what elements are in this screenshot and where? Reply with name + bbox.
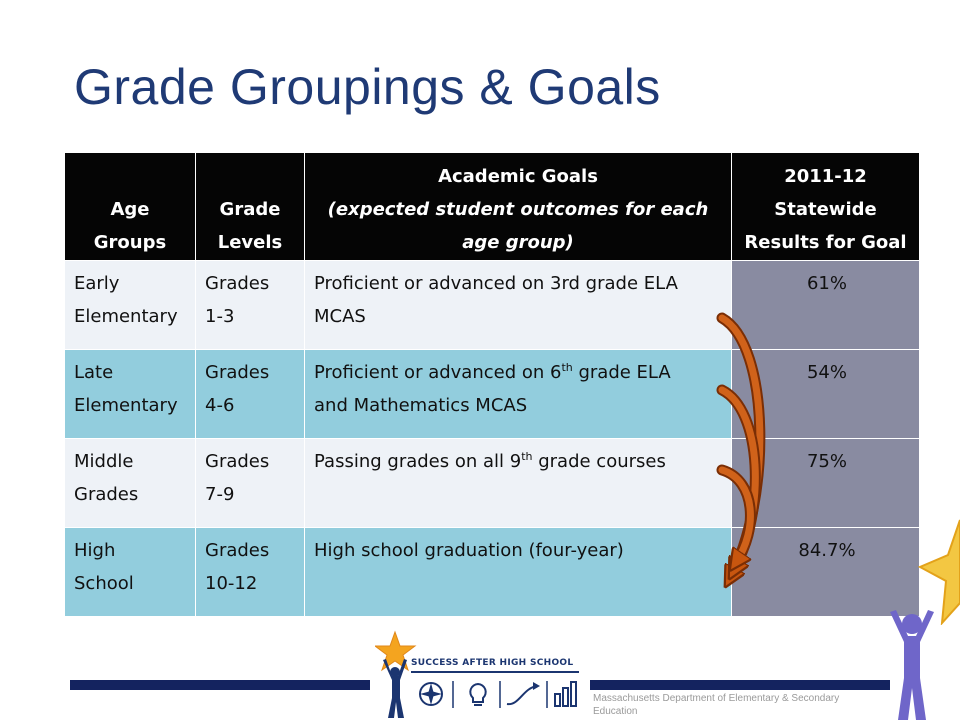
logo-text: SUCCESS AFTER HIGH SCHOOL [411,658,574,668]
age-group-cell: Early Elementary [64,260,196,350]
header-age-groups: Age Groups [64,152,196,261]
grade-level-cell: Grades 7-9 [195,438,305,528]
age-group-cell: High School [64,527,196,617]
table-row: Late Elementary Grades 4-6 Proficient or… [64,349,920,439]
person-icon [890,610,934,720]
table-row: Middle Grades Grades 7-9 Passing grades … [64,438,920,528]
goal-cell: Passing grades on all 9th grade courses [304,438,732,528]
arrow-curve-icon [506,682,540,706]
icon-row [419,681,577,708]
goal-cell: Proficient or advanced on 3rd grade ELA … [304,260,732,350]
footer-bar-left [70,680,370,690]
grade-level-cell: Grades 1-3 [195,260,305,350]
star-icon [918,519,960,625]
header-academic-goals: Academic Goals (expected student outcome… [304,152,732,261]
slide-title: Grade Groupings & Goals [74,59,661,115]
goal-cell: High school graduation (four-year) [304,527,732,617]
result-cell: 61% [731,260,920,350]
age-group-cell: Late Elementary [64,349,196,439]
header-statewide-results: 2011-12 Statewide Results for Goal [731,152,920,261]
footer-bar-right [590,680,890,690]
header-row: Age Groups Grade Levels Academic Goals (… [64,152,920,261]
logo-rule [411,671,579,673]
header-grade-levels: Grade Levels [195,152,305,261]
age-group-cell: Middle Grades [64,438,196,528]
table-row: High School Grades 10-12 High school gra… [64,527,920,617]
grade-level-cell: Grades 4-6 [195,349,305,439]
goal-cell: Proficient or advanced on 6th grade ELA … [304,349,732,439]
success-logo [375,630,417,718]
goals-table: Age Groups Grade Levels Academic Goals (… [64,152,920,617]
arrow-icon [718,466,754,562]
grade-level-cell: Grades 10-12 [195,527,305,617]
bar-chart-icon [554,681,577,707]
result-cell: 84.7% [731,527,920,617]
lightbulb-icon [469,682,487,706]
department-name: Massachusetts Department of Elementary &… [593,693,840,717]
compass-icon [419,682,443,706]
progression-arrows [716,312,766,600]
table-row: Early Elementary Grades 1-3 Proficient o… [64,260,920,350]
